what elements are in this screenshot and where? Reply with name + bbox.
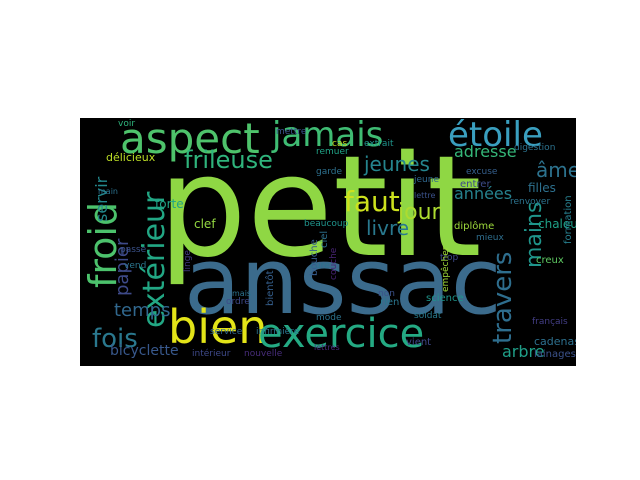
- cloud-word: ciel: [319, 230, 330, 248]
- cloud-word: français: [532, 317, 568, 327]
- cloud-word: cure: [310, 261, 330, 271]
- cloud-word: anssac: [184, 228, 502, 335]
- cloud-word: jeune: [414, 175, 439, 185]
- cloud-word: couche: [329, 247, 339, 280]
- cloud-word: aspect: [120, 118, 260, 163]
- cloud-word: forte: [155, 197, 184, 211]
- cloud-word: travers: [488, 251, 518, 344]
- cloud-word: étoile: [448, 118, 543, 155]
- cloud-word: ordre: [226, 297, 250, 307]
- cloud-word: diplôme: [454, 221, 495, 232]
- cloud-word: frileuse: [184, 146, 273, 174]
- cloud-word: creux: [536, 255, 564, 266]
- cloud-word: remuer: [316, 147, 349, 157]
- cloud-word: trop: [440, 253, 459, 263]
- cloud-word: vend: [124, 261, 147, 271]
- cloud-word: bicyclette: [110, 343, 179, 359]
- cloud-word: mode: [316, 313, 342, 323]
- cloud-word: arbre: [502, 342, 545, 361]
- cloud-word: clef: [194, 217, 216, 231]
- cloud-word: mieux: [476, 233, 504, 243]
- cloud-word: lainages: [534, 349, 576, 360]
- cloud-word: entrer: [460, 179, 491, 190]
- cloud-word: délicieux: [106, 151, 156, 164]
- cloud-word: jamais: [272, 118, 384, 155]
- cloud-word: cadenas: [534, 335, 576, 348]
- cloud-word: mettre: [276, 127, 307, 137]
- cloud-word: fois: [92, 324, 138, 354]
- cloud-word: faut: [344, 185, 400, 218]
- cloud-word: digestion: [514, 143, 556, 153]
- cloud-word: linge: [183, 250, 193, 272]
- cloud-word: lettre: [414, 191, 436, 200]
- cloud-word: vient: [406, 337, 432, 348]
- cloud-word: beaucoup: [304, 219, 349, 229]
- cloud-word: mais: [232, 289, 252, 298]
- cloud-word: main: [98, 187, 118, 196]
- cloud-word: adresse: [454, 142, 517, 161]
- cloud-word: bien: [168, 300, 268, 354]
- cloud-word: nouvelle: [244, 349, 283, 359]
- word-cloud: petit anssac aspect jamais étoile froid bien ex…: [80, 118, 576, 366]
- cloud-word: jour: [398, 200, 441, 225]
- cloud-word: bientôt: [265, 270, 276, 306]
- cloud-word: service: [210, 327, 243, 337]
- cloud-word: servir: [92, 176, 111, 222]
- cloud-word: voir: [118, 119, 136, 129]
- cloud-word: garde: [316, 167, 343, 177]
- cloud-word: non: [378, 289, 395, 299]
- cloud-word: extrait: [364, 139, 394, 149]
- cloud-word: rien: [380, 297, 400, 308]
- cloud-word: petit: [158, 126, 482, 289]
- cloud-word: âme: [536, 158, 576, 182]
- cloud-word: formation: [563, 195, 574, 244]
- cloud-word: excuse: [466, 167, 498, 177]
- cloud-word: filles: [528, 181, 556, 195]
- cloud-word: années: [454, 184, 513, 203]
- cloud-word: temps: [114, 300, 171, 321]
- cloud-word: soldat: [414, 311, 442, 321]
- cloud-word: cas: [332, 139, 348, 149]
- cloud-word: infirmière: [256, 327, 300, 337]
- cloud-word: renvoyer: [510, 197, 551, 207]
- cloud-word: jeunes: [364, 152, 430, 176]
- cloud-word: science: [426, 293, 464, 304]
- cloud-word: livre: [366, 216, 410, 240]
- cloud-word: lettres: [314, 343, 340, 352]
- cloud-word: exercice: [258, 311, 425, 357]
- cloud-word: passe: [120, 245, 147, 255]
- cloud-word: intérieur: [192, 349, 231, 359]
- cloud-word: chaleur: [538, 217, 576, 231]
- cloud-word: empêcher: [441, 246, 451, 292]
